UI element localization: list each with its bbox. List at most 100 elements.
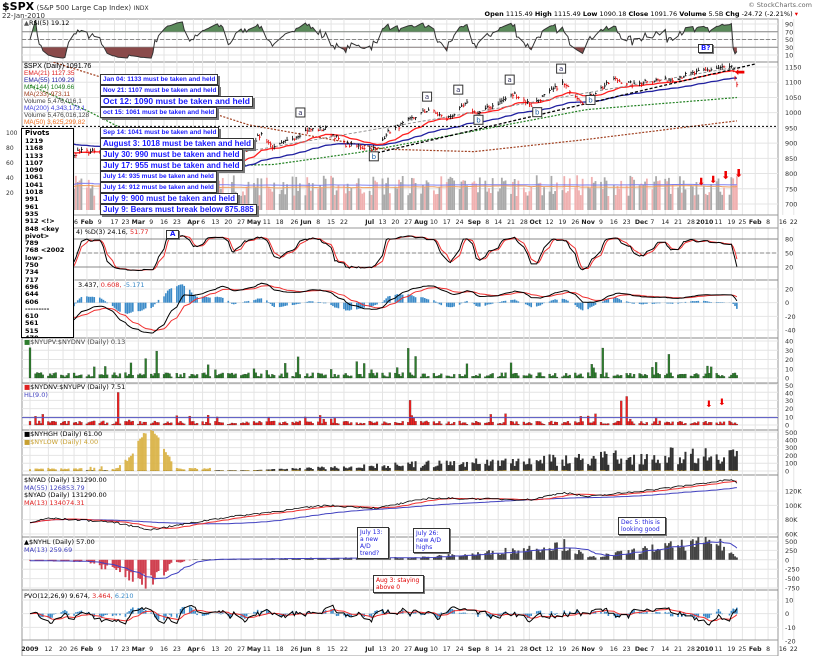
nyhl-area-bar — [183, 559, 186, 562]
dnv-bar — [658, 420, 661, 426]
macd-histogram-bar — [633, 302, 635, 304]
nylow-bar — [616, 470, 619, 471]
dnv-bar — [80, 422, 83, 426]
dnv-bar — [350, 422, 353, 426]
nyhgh-bar — [588, 465, 591, 471]
dnv-bar — [445, 423, 448, 426]
pvo-histogram-bar — [576, 609, 578, 614]
nyhl-area-bar — [466, 555, 468, 560]
macd-histogram-bar — [589, 302, 591, 308]
pvo-hist: 6.210 — [114, 592, 134, 600]
upv-bar — [234, 373, 237, 379]
pvo-histogram-bar — [370, 613, 373, 619]
nyhl-area-bar — [697, 537, 700, 560]
upv-bar — [682, 374, 685, 379]
dnv-bar — [164, 422, 167, 426]
dnv-bar — [522, 421, 525, 426]
upv-bar — [372, 373, 375, 379]
y-tick-label: -40 — [785, 327, 796, 335]
y-tick-label: 300 — [785, 444, 797, 452]
upv-bar — [706, 365, 709, 379]
nyhgh-bar — [631, 464, 634, 471]
callout-box: July 26: new A/D highs — [413, 528, 450, 553]
nyad-plot — [29, 479, 738, 531]
upv-bar — [717, 374, 720, 379]
macd-histogram-bar — [322, 302, 325, 304]
nylow-bar — [618, 470, 621, 471]
dnv-bar — [471, 422, 474, 426]
nyhgh-bar — [432, 467, 435, 471]
pvo-histogram-bar — [554, 613, 556, 616]
volume-bar — [445, 182, 448, 210]
macd-histogram-bar — [330, 302, 332, 306]
dnv-bar — [227, 424, 230, 426]
nyhgh-bar — [618, 463, 621, 471]
dnv-bar — [201, 421, 204, 426]
nyhgh-bar — [719, 463, 722, 471]
nylow-bar — [581, 470, 584, 471]
x-tick-label: 13 — [379, 219, 387, 226]
wave-label-box — [368, 151, 379, 162]
macd-histogram-bar — [244, 301, 246, 303]
dnv-bar — [475, 421, 478, 426]
volume-bar — [723, 187, 725, 210]
macd-histogram-bar — [247, 300, 250, 303]
volume-bar — [436, 193, 439, 210]
x-tick-label: 14 — [494, 646, 502, 653]
x-tick-label: 9 — [149, 646, 153, 653]
volume2-legend: Volume 5,476,016,128 — [24, 112, 90, 119]
volume-bar — [680, 192, 683, 210]
upv-bar — [464, 374, 467, 379]
nyhl-area-bar — [117, 559, 120, 569]
dnv-bar — [710, 422, 713, 426]
macd-histogram-bar — [154, 302, 156, 305]
upv-bar — [260, 373, 263, 379]
note-box: Jan 04: 1133 must be taken and held — [100, 74, 219, 85]
dnv-bar — [65, 423, 68, 426]
volume-bar — [721, 194, 724, 210]
pvo-histogram-bar — [523, 613, 525, 615]
nylow-bar — [152, 430, 155, 471]
volume-bar — [590, 176, 593, 210]
volume-bar — [433, 190, 435, 210]
volume-bar — [284, 194, 287, 210]
nyhl-area-bar — [175, 559, 178, 563]
macd-histogram-bar — [449, 302, 452, 308]
upv-bar — [419, 376, 423, 379]
x-tick-label: 17 — [111, 219, 119, 226]
pvo-histogram-bar — [427, 612, 430, 614]
upv-bar — [565, 373, 568, 379]
nyhgh-bar — [370, 465, 373, 471]
macd-histogram-bar — [166, 290, 169, 303]
nyhgh-bar — [576, 457, 579, 471]
upv-bar — [449, 376, 452, 379]
macd-histogram-bar — [319, 302, 321, 303]
upv-bar — [669, 372, 672, 379]
nyhl-area-bar — [188, 559, 191, 561]
nyhgh-bar — [566, 463, 569, 471]
pvo-histogram-bar — [150, 612, 152, 614]
dnv-bar — [436, 423, 439, 426]
macd-histogram-bar — [188, 289, 191, 303]
nyhl-area-bar — [425, 556, 428, 560]
pvo-histogram-bar — [490, 613, 492, 619]
x-tick-label: Jun — [299, 219, 311, 226]
volume-bar — [524, 192, 527, 210]
pvo-histogram-bar — [137, 608, 140, 614]
macd-histogram-bar — [706, 301, 709, 303]
dnv-bar — [541, 423, 544, 426]
pvo-histogram-bar — [308, 611, 310, 614]
x-tick-label: 24 — [456, 646, 464, 653]
volume-bar — [568, 178, 571, 210]
dnv-bar — [234, 423, 237, 426]
macd-histogram-bar — [310, 301, 312, 303]
nyhgh-bar — [612, 453, 615, 471]
nyhgh-bar — [396, 464, 399, 471]
upv-bar — [605, 372, 608, 379]
volume-bar — [401, 176, 404, 210]
nyhl-area-bar — [398, 558, 400, 560]
nylow-bar — [658, 470, 661, 471]
macd-histogram-bar — [348, 302, 351, 311]
upv-bar — [166, 372, 169, 379]
nylow-bar — [67, 468, 70, 471]
